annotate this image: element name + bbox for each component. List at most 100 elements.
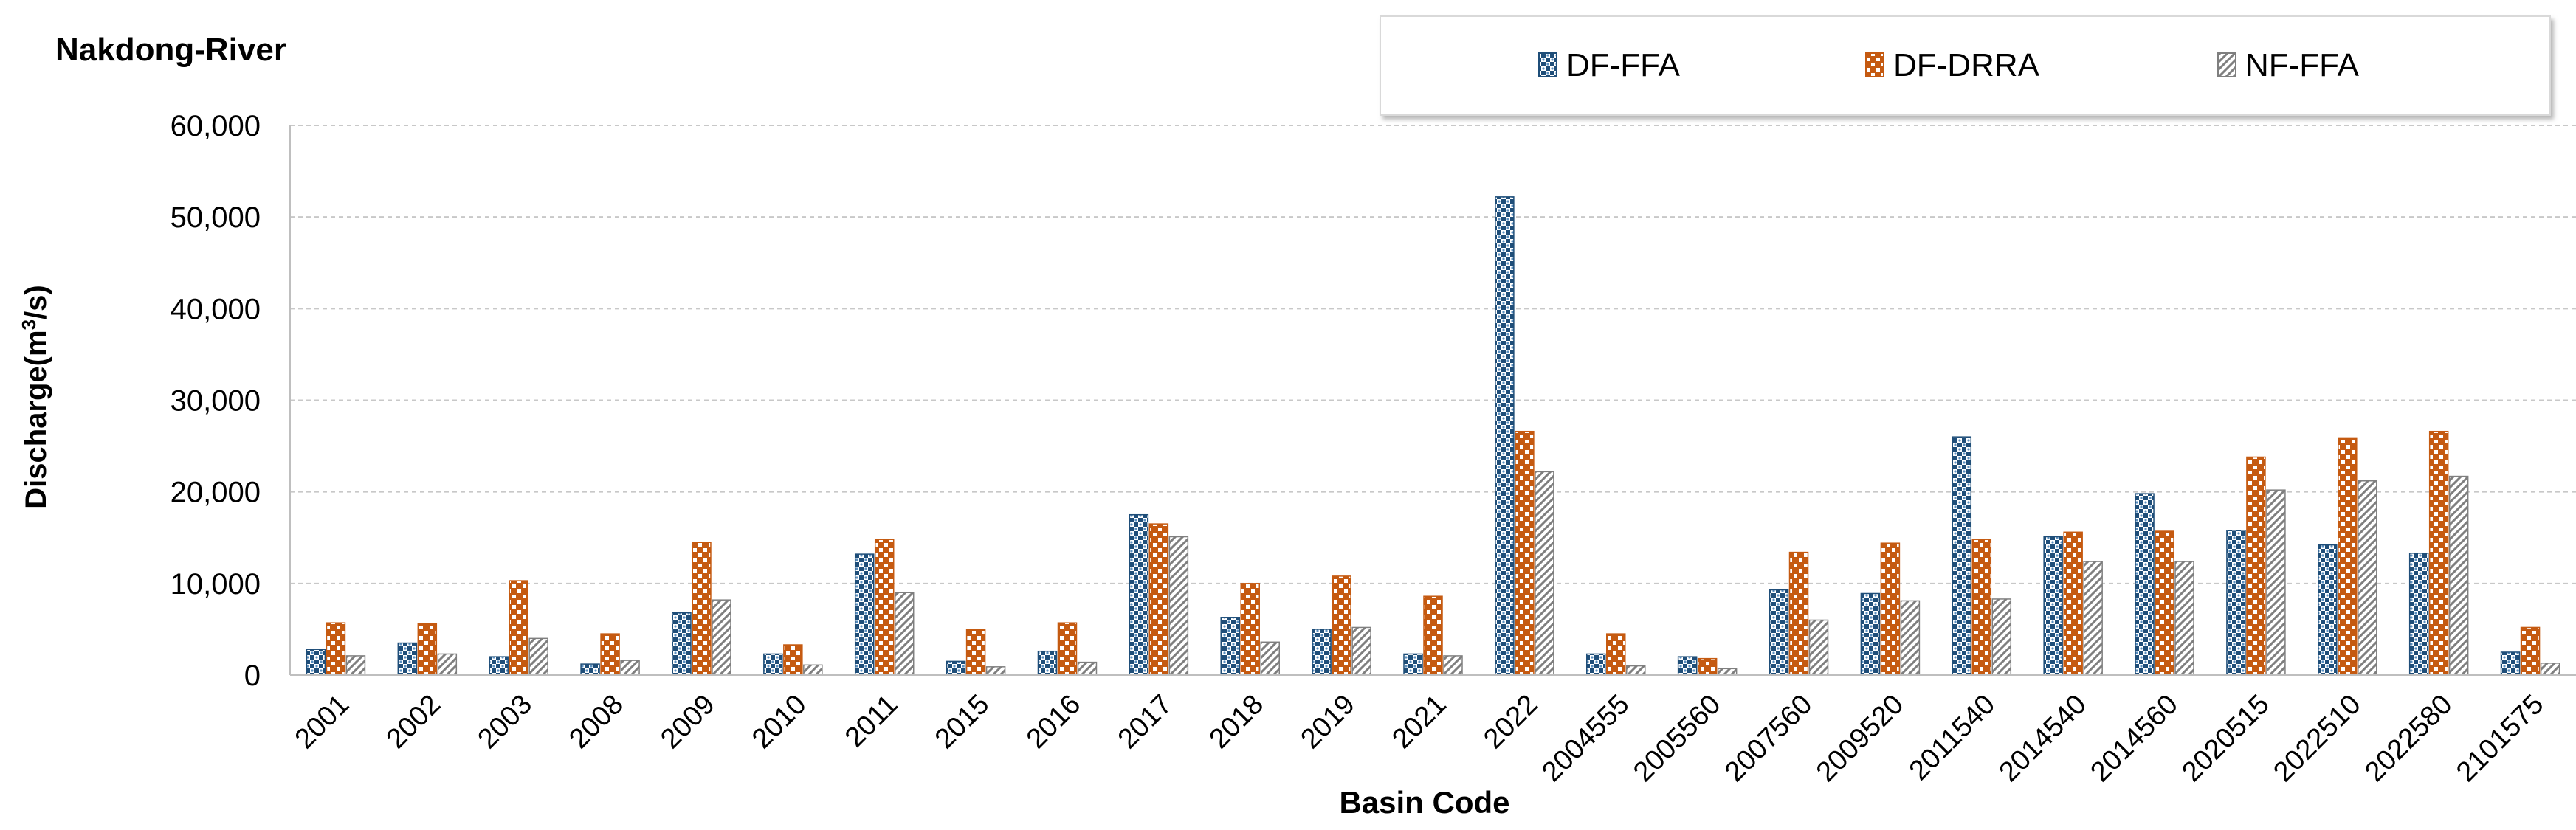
bar-df-ffa-2022580 xyxy=(2408,553,2429,676)
bar-nf-ffa-2014540 xyxy=(2083,561,2103,676)
legend-label-nf-ffa: NF-FFA xyxy=(2245,47,2360,83)
x-tick-label: 2007560 xyxy=(1719,689,1818,788)
bar-df-drra-2003 xyxy=(509,580,528,676)
bar-df-drra-2004555 xyxy=(1606,633,1626,676)
bar-df-drra-2011540 xyxy=(1971,539,1992,676)
bar-df-drra-2005560 xyxy=(1697,657,1718,676)
bar-df-drra-2014560 xyxy=(2155,530,2174,676)
bar-df-ffa-2011 xyxy=(854,553,875,676)
bar-df-ffa-2022510 xyxy=(2318,544,2338,676)
bar-df-drra-2016 xyxy=(1057,622,1078,676)
bar-df-drra-2011 xyxy=(874,539,895,676)
bar-nf-ffa-2011540 xyxy=(1991,598,2012,676)
bar-nf-ffa-2007560 xyxy=(1808,619,1829,676)
bar-df-drra-2022 xyxy=(1515,430,1535,676)
bar-nf-ffa-2003 xyxy=(528,637,548,676)
bar-df-drra-2020515 xyxy=(2246,456,2266,676)
x-tick-label: 2001 xyxy=(289,689,355,755)
y-tick-label: 30,000 xyxy=(171,385,261,418)
bar-df-drra-2009520 xyxy=(1880,542,1901,676)
bar-nf-ffa-2020515 xyxy=(2266,489,2286,676)
bar-df-drra-2022510 xyxy=(2338,437,2358,676)
y-tick-label: 0 xyxy=(244,660,261,692)
x-tick-label: 2101575 xyxy=(2451,689,2549,788)
x-tick-label: 2008 xyxy=(563,689,629,755)
bar-df-drra-2017 xyxy=(1148,523,1169,676)
x-tick-label: 2011540 xyxy=(1904,689,2001,786)
x-tick-label: 2015 xyxy=(929,689,995,755)
bar-df-drra-2015 xyxy=(965,629,986,676)
bar-nf-ffa-2009520 xyxy=(1900,600,1921,676)
bar-df-drra-2014540 xyxy=(2063,531,2083,676)
bar-df-drra-2101575 xyxy=(2520,626,2541,676)
bar-df-ffa-2017 xyxy=(1129,513,1149,676)
x-tick-label: 2003 xyxy=(472,689,538,755)
bar-df-drra-2001 xyxy=(326,622,346,676)
bar-nf-ffa-2008 xyxy=(620,660,640,676)
bar-nf-ffa-2002 xyxy=(437,653,458,676)
y-tick-label: 10,000 xyxy=(171,568,261,601)
bar-df-ffa-2018 xyxy=(1220,617,1240,676)
chart-title: Nakdong-River xyxy=(55,32,286,68)
x-tick-label: 2002 xyxy=(381,689,447,755)
x-tick-label: 2014560 xyxy=(2085,689,2184,788)
bar-nf-ffa-2021 xyxy=(1443,655,1463,676)
bar-df-ffa-2004555 xyxy=(1586,653,1606,676)
legend-swatch-df-drra xyxy=(1865,52,1884,77)
bar-df-ffa-2007560 xyxy=(1769,589,1789,676)
bar-df-ffa-2005560 xyxy=(1677,656,1698,676)
x-tick-label: 2022580 xyxy=(2359,689,2458,788)
y-tick-label: 50,000 xyxy=(171,201,261,234)
x-tick-label: 2010 xyxy=(746,689,812,755)
x-tick-label: 2019 xyxy=(1295,689,1361,755)
bar-df-ffa-2021 xyxy=(1403,653,1423,676)
bar-df-ffa-2020515 xyxy=(2226,530,2246,676)
bar-nf-ffa-2101575 xyxy=(2540,663,2560,676)
bar-nf-ffa-2004555 xyxy=(1626,665,1646,676)
y-tick-label: 60,000 xyxy=(171,110,261,142)
x-tick-label: 2017 xyxy=(1112,689,1178,755)
bar-nf-ffa-2011 xyxy=(894,592,915,676)
x-tick-label: 2020515 xyxy=(2176,689,2275,788)
bar-df-drra-2008 xyxy=(600,633,620,676)
x-tick-label: 2021 xyxy=(1386,689,1452,755)
bar-nf-ffa-2005560 xyxy=(1717,668,1738,676)
x-axis-ticks: 2001 2002 2003 2008 2009 2010 2011 2015 2016 2017… xyxy=(289,689,2550,788)
bar-nf-ffa-2017 xyxy=(1168,536,1189,676)
y-tick-label: 20,000 xyxy=(171,477,261,509)
bar-df-drra-2010 xyxy=(783,644,803,676)
x-tick-label: 2009520 xyxy=(1811,689,1909,788)
x-tick-label: 2009 xyxy=(655,689,720,755)
legend: DF-FFA DF-DRRA NF-FFA xyxy=(1380,15,2551,116)
bar-df-drra-2021 xyxy=(1423,595,1443,676)
y-axis-label: Discharge(m3/s) xyxy=(18,285,52,508)
x-tick-label: 2022510 xyxy=(2267,689,2366,788)
x-tick-label: 2014540 xyxy=(1994,689,2093,788)
x-tick-label: 2005560 xyxy=(1628,689,1726,788)
x-tick-label: 2022 xyxy=(1478,689,1543,755)
bar-df-ffa-2014540 xyxy=(2043,536,2063,676)
bar-df-ffa-2014560 xyxy=(2135,493,2155,676)
bar-df-ffa-2001 xyxy=(306,649,326,676)
x-tick-label: 2011 xyxy=(839,689,903,753)
bar-nf-ffa-2009 xyxy=(712,599,731,676)
x-tick-label: 2004555 xyxy=(1536,689,1635,788)
x-tick-label: 2018 xyxy=(1204,689,1270,755)
bar-nf-ffa-2015 xyxy=(985,666,1006,676)
bar-nf-ffa-2014560 xyxy=(2174,561,2194,676)
bar-df-drra-2018 xyxy=(1240,583,1260,676)
bar-nf-ffa-2022510 xyxy=(2358,480,2377,676)
bar-df-drra-2002 xyxy=(417,623,438,676)
bar-df-ffa-2010 xyxy=(763,653,783,676)
bar-df-drra-2022580 xyxy=(2428,430,2449,676)
x-axis-label: Basin Code xyxy=(1339,785,1509,820)
axes xyxy=(289,125,2576,676)
bar-df-ffa-2022 xyxy=(1495,196,1515,676)
bar-df-ffa-2009 xyxy=(672,612,692,676)
bar-nf-ffa-2001 xyxy=(345,655,366,676)
legend-label-df-drra: DF-DRRA xyxy=(1893,47,2040,83)
bar-df-ffa-2101575 xyxy=(2500,651,2521,676)
x-tick-label: 2016 xyxy=(1021,689,1086,755)
bars xyxy=(306,196,2560,676)
